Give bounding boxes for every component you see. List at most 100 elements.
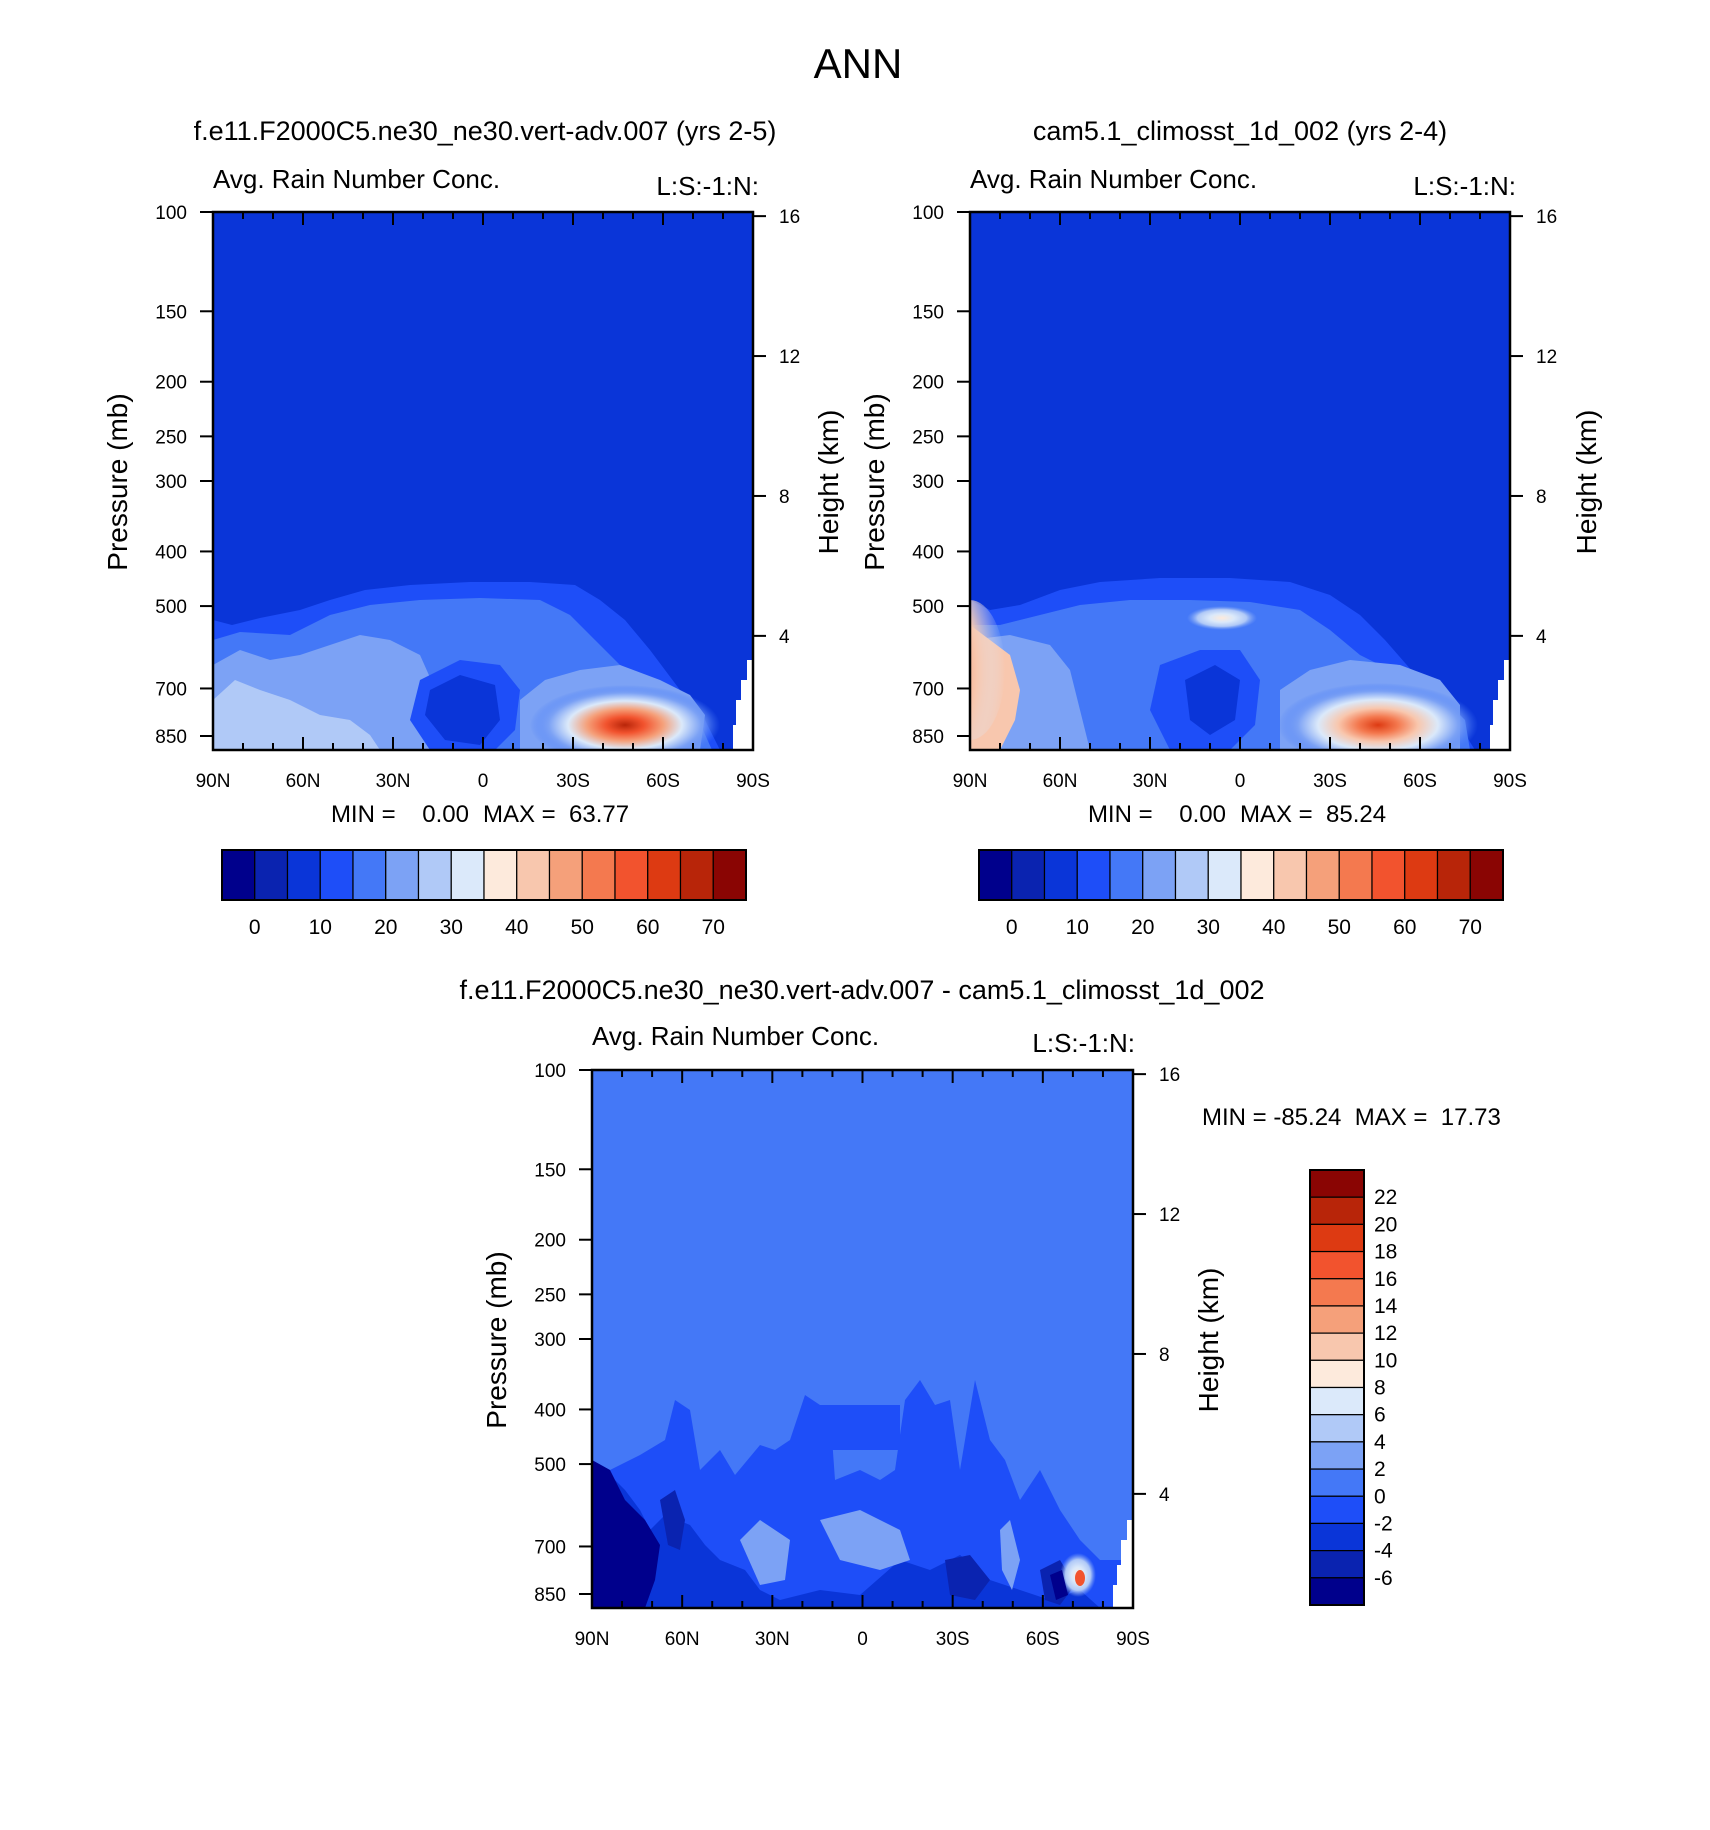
panel-3-colorbar-label: 2: [1374, 1458, 1386, 1481]
panel-2-colorbar-box: [1109, 849, 1144, 901]
panel-1-colorbar-box: [581, 849, 616, 901]
panel-2-colorbar-box: [1174, 849, 1209, 901]
panel-2-y2-axis-label: Height (km): [1571, 410, 1602, 555]
panel-3-x-tick-label: 60S: [1026, 1629, 1060, 1650]
panel-3-y-tick-label: 100: [534, 1061, 566, 1082]
panel-3-contour-level-2c: [1000, 1520, 1020, 1590]
panel-3-contour-level-2b: [740, 1520, 790, 1585]
panel-1-max-hotspot: [530, 685, 720, 750]
panel-3-contour-field: [592, 1070, 1133, 1608]
panel-2-x-tick-label: 30N: [1133, 771, 1168, 792]
panel-1-colorbar-box: [450, 849, 485, 901]
panel-3-y2-axis-label: Height (km): [1193, 1268, 1224, 1413]
panel-1-colorbar-label: 70: [702, 916, 725, 939]
panel-2-y2-tick-label: 16: [1536, 207, 1557, 228]
panel-2-colorbar: 0 10 20 30 40 50 60 70: [978, 849, 1504, 939]
panel-1-axes: 90N 60N 30N 0 30S 60S 90S 100 150 200 250 300 400 500…: [155, 203, 800, 792]
panel-3-colorbar-box: [1309, 1468, 1365, 1497]
panel-1-contour-level-5-core: [425, 675, 500, 745]
panel-1-colorbar-label: 30: [440, 916, 463, 939]
panel-2-colorbar-label: 10: [1066, 916, 1089, 939]
panel-1-y2-tick-label: 12: [779, 347, 800, 368]
panel-3-y-tick-label: 200: [534, 1231, 566, 1252]
panel-3-contour-block-neg: [815, 1405, 900, 1450]
panel-2-colorbar-label: 60: [1393, 916, 1416, 939]
panel-2-y-tick-label: 700: [912, 679, 944, 700]
panel-3-y2-tick-label: 12: [1159, 1205, 1180, 1226]
panel-3-colorbar-label: 14: [1374, 1295, 1398, 1318]
panel-3-title: f.e11.F2000C5.ne30_ne30.vert-adv.007 - c…: [459, 975, 1264, 1005]
panel-2-contour-field: [970, 212, 1510, 750]
panel-3-colorbar-box: [1309, 1495, 1365, 1525]
panel-2-y2-tick-label: 12: [1536, 347, 1557, 368]
panel-3-colorbar-box: [1309, 1278, 1365, 1307]
panel-3-y2-tick-label: 16: [1159, 1065, 1180, 1086]
panel-2-colorbar-label: 70: [1459, 916, 1482, 939]
panel-3-axes: 90N 60N 30N 0 30S 60S 90S 100 150 200 250 300 400 500…: [534, 1061, 1180, 1650]
panel-3-colorbar-box: [1309, 1386, 1365, 1416]
panel-3-missing-region: [1113, 1520, 1133, 1608]
panel-1-colorbar-frame: [221, 849, 747, 901]
panel-2-subtitle: Avg. Rain Number Conc.: [970, 164, 1257, 194]
panel-3-y2-tick-label: 4: [1159, 1485, 1170, 1506]
panel-1-x-tick-label: 90N: [196, 771, 231, 792]
panel-3-contour-level-neg4: [660, 1490, 685, 1550]
panel-2-y2-tick-label: 4: [1536, 627, 1547, 648]
panel-1-subtitle: Avg. Rain Number Conc.: [213, 164, 500, 194]
panel-1-y2-axis-label: Height (km): [813, 410, 844, 555]
panel-2-axes: 90N 60N 30N 0 30S 60S 90S 100 150 200 250 300 400 500…: [912, 203, 1557, 792]
panel-1-colorbar-box: [385, 849, 420, 901]
panel-3-colorbar-label: 18: [1374, 1241, 1397, 1264]
panel-3-y-tick-label: 850: [534, 1585, 566, 1606]
panel-1-y2-tick-label: 16: [779, 207, 800, 228]
panel-3-colorbar-box: [1309, 1223, 1365, 1253]
panel-1-y-tick-label: 200: [155, 373, 187, 394]
panel-2-colorbar-label: 40: [1262, 916, 1285, 939]
panel-3-y-tick-label: 250: [534, 1285, 566, 1306]
panel-1-y-axis-label: Pressure (mb): [102, 393, 133, 570]
panel-1-colorbar-box: [712, 849, 747, 901]
panel-2-y-tick-label: 300: [912, 472, 944, 493]
panel-2-colorbar-box: [1240, 849, 1275, 901]
panel-2-x-tick-label: 30S: [1313, 771, 1347, 792]
panel-1-x-tick-label: 30N: [376, 771, 411, 792]
panel-1: f.e11.F2000C5.ne30_ne30.vert-adv.007 (yr…: [102, 116, 844, 939]
panel-3-x-tick-label: 30S: [936, 1629, 970, 1650]
panel-3-y2-tick-label: 8: [1159, 1345, 1170, 1366]
panel-1-colorbar-box: [221, 849, 256, 901]
panel-1-title: f.e11.F2000C5.ne30_ne30.vert-adv.007 (yr…: [194, 116, 777, 146]
panel-2-colorbar-frame: [978, 849, 1504, 901]
panel-1-colorbar-label: 40: [505, 916, 528, 939]
panel-3-y-tick-label: 700: [534, 1537, 566, 1558]
panel-2-colorbar-box: [1469, 849, 1504, 901]
panel-3-colorbar-box: [1309, 1577, 1365, 1606]
panel-1-colorbar-box: [319, 849, 354, 901]
panel-3-contour-level-neg4b: [945, 1555, 990, 1600]
panel-3-contour-level-2: [820, 1510, 910, 1570]
panel-2-colorbar-box: [1404, 849, 1439, 901]
panel-2-colorbar-label: 30: [1197, 916, 1220, 939]
panel-3-colorbar-label: 4: [1374, 1431, 1386, 1454]
panel-1-y-tick-label: 400: [155, 542, 187, 563]
panel-2-y-tick-label: 250: [912, 427, 944, 448]
panel-1-y-tick-label: 300: [155, 472, 187, 493]
panel-1-y-tick-label: 250: [155, 427, 187, 448]
panel-2-colorbar-box: [1371, 849, 1406, 901]
panel-2-contour-level-5-core: [1185, 665, 1240, 735]
panel-2-title: cam5.1_climosst_1d_002 (yrs 2-4): [1033, 116, 1447, 146]
panel-3-colorbar-box: [1309, 1550, 1365, 1579]
panel-1-colorbar-box: [679, 849, 714, 901]
panel-1-min-label: MIN = 0.00: [331, 801, 469, 828]
panel-1-colorbar-box: [352, 849, 387, 901]
panel-3-x-tick-label: 90S: [1116, 1629, 1150, 1650]
panel-2-y-tick-label: 100: [912, 203, 944, 224]
panel-2-colorbar-box: [1273, 849, 1308, 901]
panel-3-minmax-label: MIN = -85.24 MAX = 17.73: [1202, 1104, 1501, 1131]
panel-1-x-tick-label: 60N: [286, 771, 321, 792]
panel-1-x-tick-label: 0: [478, 771, 489, 792]
panel-3-colorbar-label: 0: [1374, 1485, 1386, 1508]
panel-3-colorbar-label: 12: [1374, 1322, 1397, 1345]
panel-2-max-hotspot: [1278, 683, 1478, 750]
panel-2-min-label: MIN = 0.00: [1088, 801, 1226, 828]
page-title: ANN: [814, 40, 903, 87]
